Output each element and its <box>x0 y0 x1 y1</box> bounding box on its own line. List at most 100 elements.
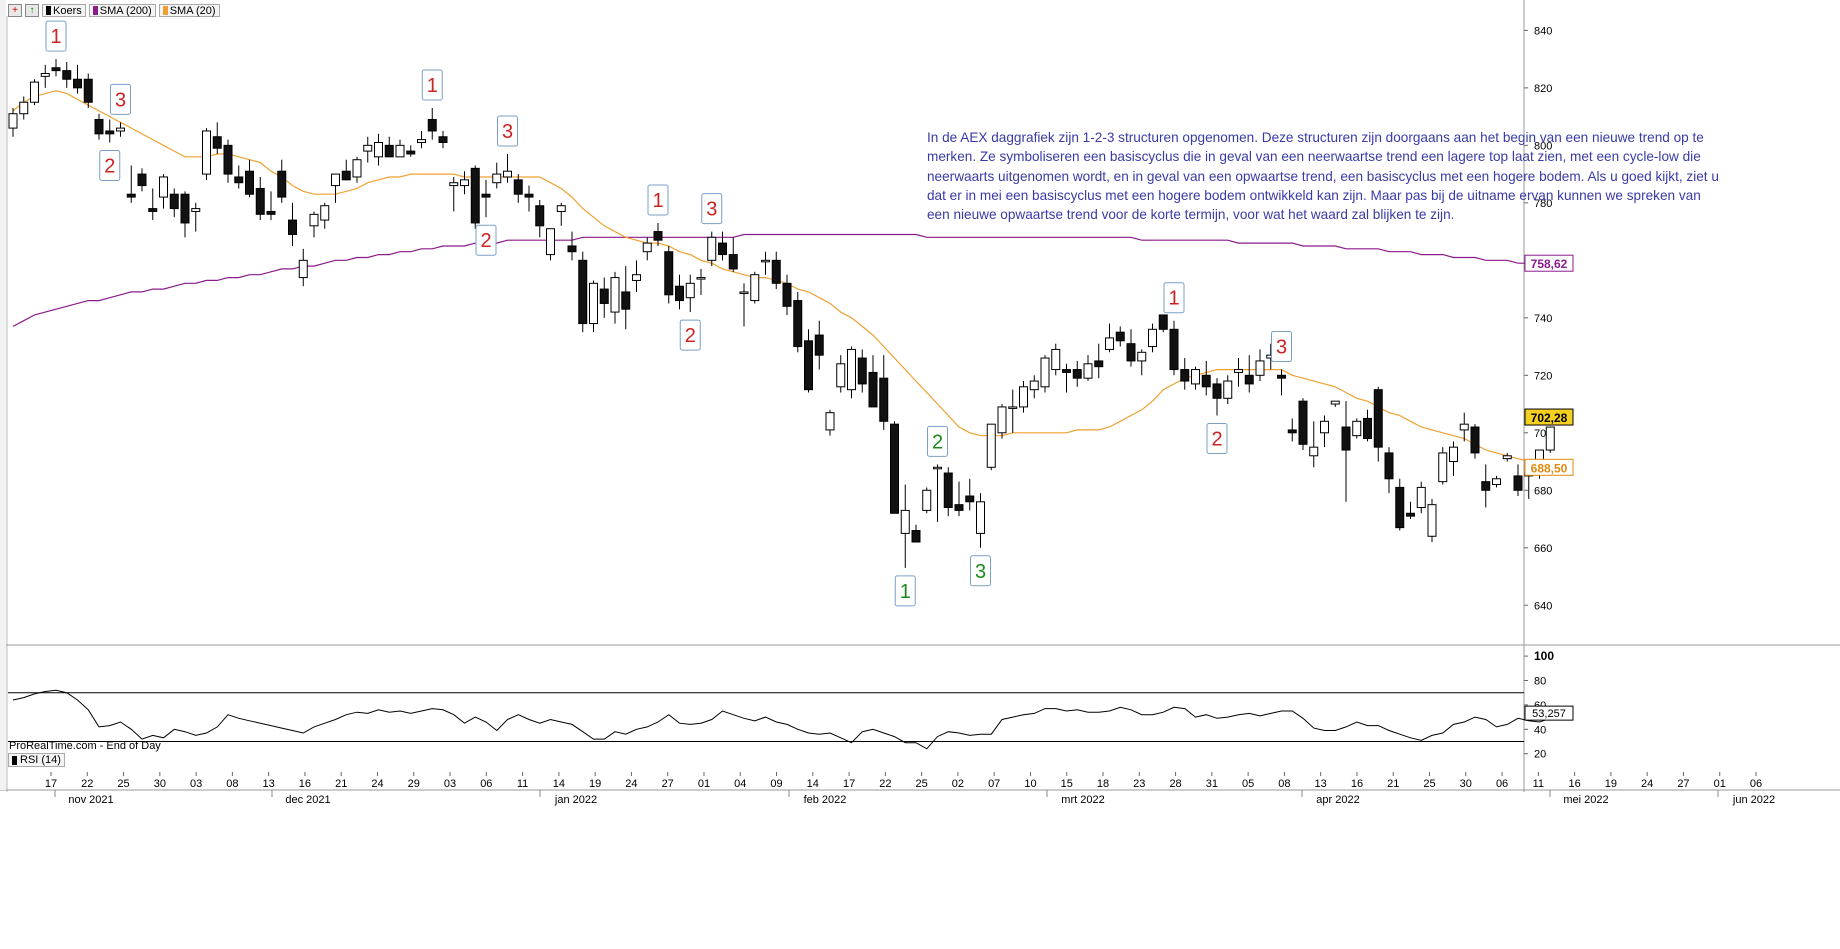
pattern-marker-box <box>497 115 518 147</box>
candle <box>374 133 383 166</box>
candle <box>1126 329 1136 367</box>
candle <box>1255 349 1265 382</box>
candle-body <box>997 406 1007 434</box>
candle-body <box>879 377 889 422</box>
candle-body <box>1363 417 1372 440</box>
candle <box>1137 349 1147 376</box>
month-tick-label: dec 2021 <box>285 794 330 806</box>
price-tick-label: 780 <box>1534 198 1552 210</box>
candle-body <box>40 72 50 77</box>
candle-body <box>739 291 749 294</box>
candle-body <box>73 78 82 89</box>
price-tick-label: 680 <box>1534 485 1552 497</box>
pattern-marker: 1 <box>421 69 443 101</box>
candle <box>567 231 577 261</box>
candle-body <box>1201 374 1211 388</box>
candle <box>320 202 330 229</box>
legend-koers[interactable]: Koers <box>42 4 86 17</box>
candle-body <box>1330 400 1340 405</box>
candle <box>771 251 781 290</box>
pattern-marker-box <box>45 20 67 52</box>
candle <box>159 174 168 209</box>
candle <box>180 191 190 238</box>
candle <box>460 171 469 195</box>
rsi-label-chip[interactable]: RSI (14) <box>8 753 65 767</box>
candle-body <box>30 81 39 103</box>
candle-body <box>169 193 179 210</box>
candle <box>277 159 287 203</box>
candle <box>1492 475 1501 488</box>
rsi-label: RSI (14) <box>20 754 61 766</box>
candle-body <box>1502 455 1512 460</box>
candle <box>1029 375 1039 399</box>
candle-body <box>589 282 598 325</box>
candle <box>718 231 727 261</box>
candle-body <box>546 228 555 256</box>
price-tick-label: 640 <box>1534 600 1552 612</box>
candle-body <box>449 182 459 187</box>
day-tick-label: 03 <box>190 778 202 790</box>
candle-body <box>223 144 233 175</box>
candle-body <box>503 170 512 178</box>
candle <box>1449 441 1458 476</box>
day-tick-label: 24 <box>371 778 383 790</box>
candle-body <box>1384 452 1394 480</box>
candle <box>847 346 856 399</box>
candle-body <box>1449 446 1458 463</box>
candle <box>621 266 631 330</box>
day-tick-label: 19 <box>589 778 601 790</box>
candle <box>1201 360 1211 396</box>
day-tick-label: 13 <box>1315 778 1327 790</box>
pattern-marker-label: 3 <box>502 121 513 143</box>
pattern-marker-box <box>970 555 991 587</box>
candle <box>933 464 942 522</box>
rsi-series <box>8 689 1562 750</box>
candle-body <box>1169 328 1179 371</box>
candle-body <box>524 193 534 198</box>
price-tick-label: 660 <box>1534 543 1552 555</box>
rsi-tick-label: 20 <box>1534 749 1546 761</box>
candle-body <box>976 501 985 534</box>
candle <box>1094 343 1104 379</box>
candle <box>417 130 426 149</box>
candle <box>73 64 82 94</box>
day-tick-label: 06 <box>1750 778 1762 790</box>
day-tick-label: 08 <box>226 778 238 790</box>
rsi-tick-label: 100 <box>1534 649 1554 663</box>
candle <box>986 423 996 471</box>
candle <box>51 59 61 77</box>
pattern-marker: 3 <box>1271 331 1292 363</box>
legend-sma20[interactable]: SMA (20) <box>158 4 220 17</box>
last-value-badges: 758,62 702,28 688,50 53,257 <box>1524 254 1574 721</box>
plus-icon[interactable]: + <box>8 4 22 17</box>
day-tick-label: 30 <box>1460 778 1472 790</box>
day-tick-label: 01 <box>1714 778 1726 790</box>
candle-body <box>266 210 276 215</box>
pattern-marker: 2 <box>99 149 121 181</box>
sma20-series <box>12 90 1551 468</box>
arrow-up-icon[interactable]: ↑ <box>25 4 39 17</box>
candle <box>1502 452 1512 462</box>
legend-sma200[interactable]: SMA (200) <box>88 4 156 17</box>
close-last-value-bg <box>1524 408 1574 426</box>
candle <box>438 130 448 149</box>
candle <box>578 251 588 333</box>
candle <box>234 165 244 189</box>
candle <box>1008 389 1018 433</box>
pattern-marker: 2 <box>475 224 497 256</box>
candle-body <box>352 159 362 178</box>
candle-body <box>793 300 803 348</box>
candle-body <box>1373 389 1383 448</box>
candle <box>1158 314 1168 333</box>
month-tick-label: feb 2022 <box>804 794 847 806</box>
candle-body <box>1470 426 1480 454</box>
candle-body <box>1234 369 1243 373</box>
day-tick-label: 06 <box>1496 778 1508 790</box>
day-tick-label: 06 <box>480 778 492 790</box>
legend-koers-label: Koers <box>53 4 82 17</box>
candle <box>492 162 502 189</box>
candle <box>911 524 921 543</box>
candle-body <box>599 288 609 304</box>
candle-body <box>116 127 125 132</box>
candle-body <box>814 334 824 356</box>
